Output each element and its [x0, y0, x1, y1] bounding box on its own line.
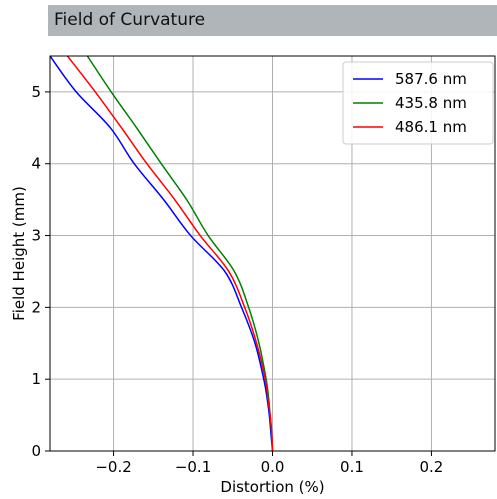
- x-tick-label: 0.2: [419, 458, 443, 476]
- panel-title: Field of Curvature: [54, 10, 206, 30]
- x-tick-label: −0.2: [95, 458, 131, 476]
- legend-label: 435.8 nm: [395, 94, 467, 112]
- y-tick-label: 0: [31, 442, 41, 460]
- y-tick-label: 2: [31, 298, 41, 316]
- series-lines: [50, 56, 274, 451]
- series-line: [66, 56, 274, 451]
- x-axis-ticks: −0.2 −0.1 0.0 0.1 0.2: [95, 451, 443, 476]
- legend-label: 587.6 nm: [395, 70, 467, 88]
- y-axis-label: Field Height (mm): [10, 186, 28, 321]
- x-tick-label: 0.1: [340, 458, 364, 476]
- y-tick-label: 5: [31, 83, 41, 101]
- legend-label: 486.1 nm: [395, 118, 467, 136]
- legend-box: [342, 61, 494, 145]
- y-axis-ticks: 0 1 2 3 4 5: [31, 83, 50, 460]
- panel-title-bar: Field of Curvature: [48, 5, 497, 36]
- y-tick-label: 1: [31, 370, 41, 388]
- x-axis-label: Distortion (%): [220, 478, 324, 496]
- legend: 587.6 nm 435.8 nm 486.1 nm: [342, 61, 494, 145]
- y-tick-label: 4: [31, 155, 41, 173]
- series-line: [86, 56, 274, 451]
- x-tick-label: −0.1: [175, 458, 211, 476]
- y-tick-label: 3: [31, 227, 41, 245]
- series-line: [50, 56, 274, 451]
- x-tick-label: 0.0: [261, 458, 285, 476]
